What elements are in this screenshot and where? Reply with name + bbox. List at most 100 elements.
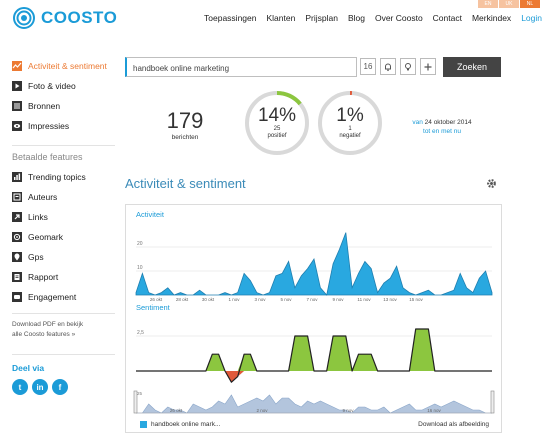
- add-button[interactable]: [420, 58, 436, 75]
- sidebar-item-label: Gps: [28, 252, 44, 262]
- site-header: COOSTO EN UK NL Toepassingen Klanten Pri…: [0, 0, 550, 36]
- negative-label: negatief: [339, 133, 361, 139]
- sources-icon: [12, 101, 22, 111]
- sidebar-item-impressies[interactable]: Impressies: [12, 116, 115, 136]
- link-icon: [12, 212, 22, 222]
- search-button[interactable]: Zoeken: [443, 57, 501, 77]
- date-suffix: tot en met nu: [423, 128, 461, 135]
- language-switcher: EN UK NL: [478, 0, 540, 8]
- sidebar-item-label: Geomark: [28, 232, 63, 242]
- sidebar-item-auteurs[interactable]: Auteurs: [12, 187, 115, 207]
- sidebar-divider: [12, 313, 115, 314]
- nav-contact[interactable]: Contact: [432, 13, 462, 23]
- tip-button[interactable]: [400, 58, 416, 75]
- positive-count: 25: [273, 126, 281, 132]
- nav-over-coosto[interactable]: Over Coosto: [374, 13, 423, 23]
- sidebar-item-engagement[interactable]: Engagement: [12, 287, 115, 307]
- activity-y-tick: 20: [137, 241, 143, 247]
- activity-x-tick: 1 nov: [228, 297, 240, 302]
- sidebar-item-label: Activiteit & sentiment: [28, 61, 107, 71]
- plus-icon: [424, 63, 432, 70]
- download-image-link[interactable]: Download als afbeelding: [418, 421, 489, 428]
- legend-label: handboek online mark...: [151, 421, 221, 428]
- activity-x-tick: 7 nov: [306, 297, 318, 302]
- sidebar-item-bronnen[interactable]: Bronnen: [12, 96, 115, 116]
- sidebar-item-foto-video[interactable]: Foto & video: [12, 76, 115, 96]
- message-count-value: 179: [166, 108, 204, 133]
- sentiment-line: [136, 328, 492, 383]
- report-icon: [12, 272, 22, 282]
- nav-klanten[interactable]: Klanten: [266, 13, 296, 23]
- search-input[interactable]: [127, 59, 356, 78]
- play-icon: [12, 81, 22, 91]
- positive-percent: 14%: [257, 105, 297, 126]
- nav-blog[interactable]: Blog: [347, 13, 365, 23]
- activity-series-area: [135, 232, 493, 296]
- sidebar-item-label: Rapport: [28, 272, 59, 282]
- nav-merkindex[interactable]: Merkindex: [471, 13, 512, 23]
- sidebar-item-gps[interactable]: Gps: [12, 247, 115, 267]
- navigator-left-handle: [133, 390, 138, 414]
- negative-percent: 1%: [336, 105, 364, 126]
- authors-icon: [12, 192, 22, 202]
- sidebar-item-label: Bronnen: [28, 101, 61, 111]
- paid-features-title: Betaalde features: [12, 145, 115, 165]
- search-box: [125, 57, 357, 78]
- nav-prijsplan[interactable]: Prijsplan: [305, 13, 338, 23]
- geomark-icon: [12, 232, 22, 242]
- sidebar-item-activiteit[interactable]: Activiteit & sentiment: [12, 56, 115, 76]
- sentiment-negative-area: [136, 371, 492, 383]
- sidebar-item-label: Engagement: [28, 292, 77, 302]
- bell-icon: [385, 63, 391, 71]
- date-range[interactable]: van 24 oktober 2014 tot en met nu: [402, 118, 482, 136]
- navigator-x-tick: 2 nov: [256, 408, 268, 413]
- login-link[interactable]: Login: [521, 13, 542, 23]
- sentiment-chart-title: Sentiment: [136, 303, 170, 312]
- download-pdf-link[interactable]: Download PDF en bekijk alle Coosto featu…: [12, 320, 115, 340]
- navigator-area: [136, 394, 492, 414]
- calendar-button[interactable]: 16: [360, 58, 376, 75]
- trending-icon: [12, 172, 22, 182]
- lang-uk[interactable]: UK: [499, 0, 519, 8]
- sidebar-item-links[interactable]: Links: [12, 207, 115, 227]
- chart-legend[interactable]: handboek online mark...: [140, 421, 220, 428]
- alert-button[interactable]: [380, 58, 396, 75]
- activity-x-tick: 13 nov: [383, 297, 397, 302]
- main-nav: Toepassingen Klanten Prijsplan Blog Over…: [204, 13, 542, 23]
- gear-icon[interactable]: [486, 178, 497, 189]
- coosto-logo[interactable]: COOSTO: [13, 7, 117, 29]
- sidebar-item-trending-topics[interactable]: Trending topics: [12, 167, 115, 187]
- navigator-x-tick: 16 nov: [427, 408, 441, 413]
- twitter-icon[interactable]: t: [12, 379, 28, 395]
- sidebar: Activiteit & sentiment Foto & video Bron…: [12, 56, 115, 395]
- message-count: 179 berichten: [160, 108, 210, 141]
- linkedin-icon[interactable]: in: [32, 379, 48, 395]
- sidebar-item-label: Auteurs: [28, 192, 58, 202]
- negative-gauge-ring: [318, 91, 382, 155]
- negative-count: 1: [348, 126, 352, 132]
- share-title: Deel via: [12, 354, 115, 373]
- lang-nl[interactable]: NL: [520, 0, 540, 8]
- activity-x-tick: 15 nov: [409, 297, 423, 302]
- sidebar-item-label: Impressies: [28, 121, 70, 131]
- navigator-x-tick: 26 okt: [170, 408, 183, 413]
- gps-icon: [12, 252, 22, 262]
- activity-sentiment-chart: 20 10 26 okt 28 okt 30 okt 1 nov 3 nov 5 nov 7 n…: [125, 204, 502, 433]
- sentiment-positive-area: [136, 329, 492, 371]
- facebook-icon[interactable]: f: [52, 379, 68, 395]
- activity-x-tick: 3 nov: [254, 297, 266, 302]
- activity-x-tick: 11 nov: [357, 297, 371, 302]
- positive-gauge: 14% 25 positief: [244, 90, 310, 156]
- date-prefix: van: [412, 119, 423, 126]
- eye-icon: [12, 121, 22, 131]
- brand-name: COOSTO: [41, 8, 118, 27]
- sidebar-item-geomark[interactable]: Geomark: [12, 227, 115, 247]
- positive-gauge-ring: [245, 91, 309, 155]
- nav-toepassingen[interactable]: Toepassingen: [204, 13, 257, 23]
- calendar-icon: 16: [363, 62, 373, 71]
- lang-en[interactable]: EN: [478, 0, 498, 8]
- share-buttons: t in f: [12, 379, 115, 395]
- message-count-label: berichten: [171, 134, 199, 141]
- download-line-1: Download PDF en bekijk: [12, 321, 84, 328]
- sidebar-item-rapport[interactable]: Rapport: [12, 267, 115, 287]
